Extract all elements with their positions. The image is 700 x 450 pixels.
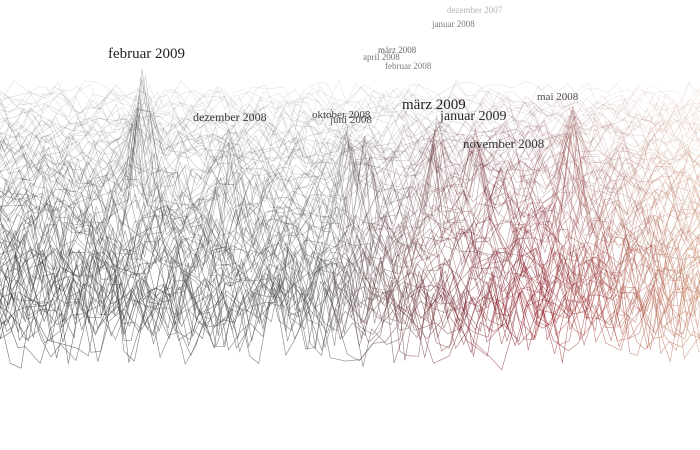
mesh-line [0,79,700,111]
mesh-line [0,235,700,312]
month-label: februar 2009 [108,46,185,62]
mesh-line [0,236,700,312]
month-label: mai 2008 [537,91,579,103]
month-label: juni 2008 [329,114,372,126]
mesh-line [0,248,700,327]
mesh-line [0,280,700,371]
mesh-line [0,126,700,232]
mesh-line [0,115,700,215]
mesh-line [0,267,700,352]
mesh-line [0,204,700,272]
mesh-line [0,272,700,360]
mesh-line [0,199,700,267]
mesh-line [0,259,700,342]
mesh-line [0,143,700,244]
mesh-line [0,228,700,301]
month-label: april 2008 [363,52,400,62]
mesh-line [0,143,700,255]
mesh-line [0,276,700,364]
mesh-line [0,133,700,259]
mesh-line [0,124,700,248]
mesh-line [0,97,700,133]
mesh-line [0,204,700,271]
mesh-line [0,106,700,145]
mesh-line [0,94,700,151]
month-label: november 2008 [463,136,544,151]
mesh-line [0,226,700,300]
month-label: dezember 2007 [447,5,503,15]
month-label: dezember 2008 [193,110,267,124]
mesh-line [0,250,700,328]
mesh-line [0,275,700,365]
mesh-line [0,267,700,353]
mesh-line [0,130,700,248]
mesh-line [0,208,700,278]
mesh-line [0,135,700,255]
mesh [0,69,700,371]
mesh-line [0,115,700,157]
month-label: oktober 2008 [312,109,371,121]
mesh-line [0,108,700,145]
month-label: januar 2008 [431,19,475,29]
mesh-line [0,274,700,357]
mesh-line [0,84,700,117]
month-label: januar 2009 [439,109,506,124]
mesh-line [0,266,700,348]
month-label: märz 2008 [378,45,417,55]
mesh-line [0,138,700,220]
month-label: märz 2009 [402,97,466,113]
mesh-line [0,230,700,307]
mesh-line [0,118,700,163]
mesh-line [0,279,700,364]
mesh-line [0,145,700,207]
labels: februar 2009 dezember 2008 oktober 2008jun… [108,5,579,151]
mesh-line [0,124,700,197]
mesh-line [0,110,700,148]
mesh-line [0,75,700,157]
mesh-line [0,94,700,236]
month-label: februar 2008 [385,61,432,71]
mesh-line [0,136,700,202]
mesh-line [0,101,700,140]
